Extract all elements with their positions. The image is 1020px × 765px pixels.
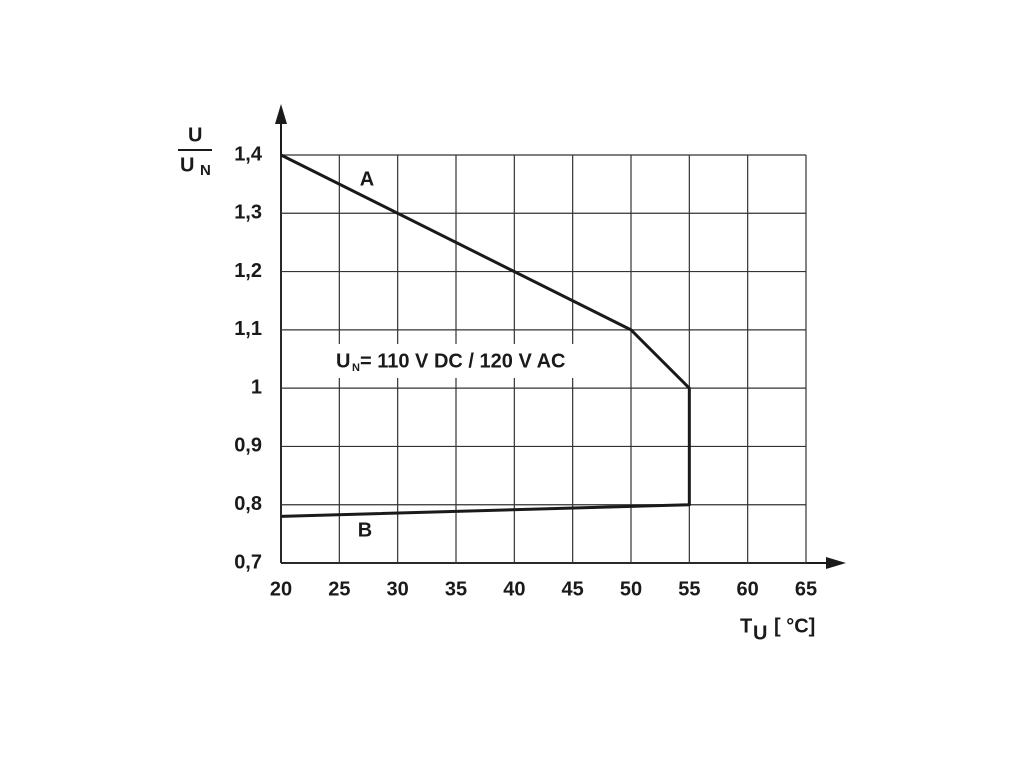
y-axis-arrow: [275, 104, 287, 124]
note-box: [330, 344, 612, 378]
curve-label: A: [360, 168, 374, 190]
x-tick-label: 65: [795, 578, 817, 600]
x-tick-label: 25: [328, 578, 350, 600]
x-axis-arrow: [826, 557, 846, 569]
note-rest: = 110 V DC / 120 V AC: [360, 350, 565, 372]
y-tick-label: 1,4: [234, 143, 263, 165]
y-tick-label: 0,9: [234, 435, 262, 457]
x-tick-label: 35: [445, 578, 467, 600]
y-label-bottom: U: [180, 154, 194, 176]
x-tick-label: 50: [620, 578, 642, 600]
x-tick-label: 20: [270, 578, 292, 600]
note-sub: N: [352, 362, 360, 374]
x-label-main: T: [740, 615, 752, 637]
note-main: U: [336, 350, 350, 372]
y-tick-label: 0,8: [234, 493, 262, 515]
y-tick-label: 1,1: [234, 318, 262, 340]
x-label-sub: U: [753, 622, 767, 644]
x-tick-label: 40: [503, 578, 525, 600]
x-tick-label: 30: [387, 578, 409, 600]
y-tick-label: 1: [251, 376, 262, 398]
y-label-top: U: [188, 124, 202, 146]
y-label-sub: N: [200, 162, 211, 179]
y-tick-label: 1,2: [234, 260, 262, 282]
x-tick-label: 60: [737, 578, 759, 600]
x-label-unit: [ °C]: [774, 615, 815, 637]
y-tick-label: 1,3: [234, 202, 262, 224]
x-tick-label: 45: [562, 578, 584, 600]
x-tick-label: 55: [678, 578, 700, 600]
curve: [280, 153, 691, 518]
y-tick-label: 0,7: [234, 551, 262, 573]
curve-label: B: [358, 519, 372, 541]
